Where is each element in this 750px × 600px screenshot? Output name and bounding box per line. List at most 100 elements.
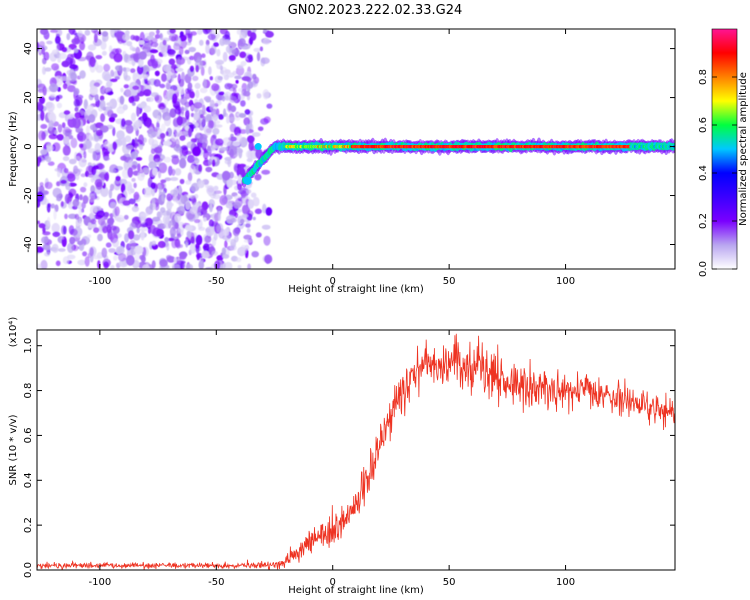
noise-blob bbox=[94, 33, 98, 43]
noise-blob bbox=[66, 173, 76, 183]
noise-blob bbox=[68, 225, 75, 235]
noise-blob bbox=[252, 196, 260, 207]
noise-blob bbox=[230, 218, 237, 223]
noise-blob bbox=[87, 234, 92, 238]
noise-blob bbox=[224, 69, 231, 74]
noise-blob bbox=[77, 259, 87, 266]
noise-blob bbox=[43, 51, 50, 61]
noise-blob bbox=[151, 197, 156, 205]
noise-blob bbox=[212, 114, 219, 121]
noise-blob bbox=[205, 113, 212, 122]
noise-blob bbox=[55, 197, 62, 202]
noise-blob bbox=[88, 134, 93, 142]
noise-blob bbox=[150, 182, 156, 190]
noise-blob bbox=[97, 233, 103, 242]
noise-blob bbox=[231, 48, 240, 56]
noise-blob bbox=[122, 137, 127, 147]
noise-blob bbox=[202, 115, 206, 126]
noise-blob bbox=[131, 205, 139, 213]
noise-blob bbox=[264, 254, 273, 264]
noise-blob bbox=[166, 256, 176, 263]
noise-blob bbox=[164, 95, 169, 106]
noise-blob bbox=[173, 42, 181, 51]
noise-blob bbox=[213, 42, 220, 47]
noise-blob bbox=[169, 177, 179, 181]
noise-blob bbox=[198, 133, 208, 144]
noise-blob bbox=[89, 205, 98, 215]
noise-blob bbox=[113, 53, 123, 63]
noise-blob bbox=[125, 255, 135, 266]
noise-blob bbox=[110, 265, 115, 269]
noise-blob bbox=[184, 125, 190, 131]
noise-blob bbox=[69, 64, 78, 70]
colorbar-tick-label: 0.4 bbox=[698, 165, 709, 181]
noise-blob bbox=[134, 245, 144, 255]
noise-blob bbox=[176, 115, 184, 126]
noise-blob bbox=[193, 156, 198, 161]
noise-blob bbox=[168, 165, 173, 176]
noise-blob bbox=[256, 93, 262, 99]
noise-blob bbox=[91, 135, 99, 142]
noise-blob bbox=[137, 171, 145, 182]
noise-blob bbox=[130, 112, 137, 122]
noise-blob bbox=[148, 153, 154, 164]
noise-blob bbox=[241, 76, 251, 82]
noise-blob bbox=[215, 100, 222, 106]
noise-blob bbox=[160, 123, 166, 132]
noise-blob bbox=[108, 168, 117, 173]
noise-blob bbox=[178, 185, 182, 195]
noise-blob bbox=[230, 105, 237, 113]
noise-blob bbox=[77, 131, 87, 142]
noise-blob bbox=[239, 51, 247, 59]
noise-blob bbox=[175, 138, 180, 149]
noise-blob bbox=[68, 188, 77, 197]
spectrogram-y-tick-label: -20 bbox=[23, 187, 34, 203]
noise-blob bbox=[123, 70, 128, 80]
noise-blob bbox=[154, 42, 158, 48]
noise-blob bbox=[185, 29, 191, 36]
noise-blob bbox=[136, 107, 140, 117]
noise-blob bbox=[82, 251, 88, 257]
noise-blob bbox=[134, 143, 139, 147]
noise-blob bbox=[139, 227, 148, 232]
noise-blob bbox=[120, 87, 124, 93]
noise-blob bbox=[240, 100, 246, 107]
noise-blob bbox=[125, 124, 134, 134]
noise-blob bbox=[223, 228, 230, 236]
spectrogram-x-label: Height of straight line (km) bbox=[288, 284, 424, 295]
noise-blob bbox=[236, 29, 242, 35]
noise-blob bbox=[159, 83, 166, 89]
colorbar-tick-label: 0.8 bbox=[698, 69, 709, 85]
noise-blob bbox=[46, 143, 52, 152]
noise-blob bbox=[211, 144, 216, 152]
noise-blob bbox=[112, 238, 120, 248]
noise-blob bbox=[199, 257, 204, 264]
noise-blob bbox=[199, 123, 205, 131]
noise-blob bbox=[37, 102, 43, 111]
noise-blob bbox=[69, 236, 76, 245]
noise-blob bbox=[236, 133, 243, 143]
noise-blob bbox=[134, 119, 143, 128]
noise-blob bbox=[246, 220, 251, 230]
noise-blob bbox=[149, 49, 159, 54]
noise-blob bbox=[136, 64, 144, 75]
noise-blob bbox=[62, 256, 70, 265]
noise-blob bbox=[146, 35, 154, 40]
noise-blob bbox=[100, 89, 105, 94]
noise-blob bbox=[157, 45, 163, 51]
snr-x-label: Height of straight line (km) bbox=[288, 585, 424, 596]
spectrogram-heatmap bbox=[37, 29, 675, 269]
noise-blob bbox=[63, 110, 71, 115]
noise-blob bbox=[85, 125, 90, 135]
noise-blob bbox=[156, 211, 163, 219]
noise-blob bbox=[255, 232, 262, 238]
noise-blob bbox=[143, 193, 152, 198]
noise-blob bbox=[78, 158, 87, 168]
noise-blob bbox=[143, 44, 153, 49]
noise-blob bbox=[94, 142, 101, 153]
noise-blob bbox=[44, 181, 53, 190]
noise-blob bbox=[62, 83, 68, 90]
noise-blob bbox=[211, 250, 218, 256]
noise-blob bbox=[90, 177, 95, 183]
noise-blob bbox=[176, 233, 182, 238]
